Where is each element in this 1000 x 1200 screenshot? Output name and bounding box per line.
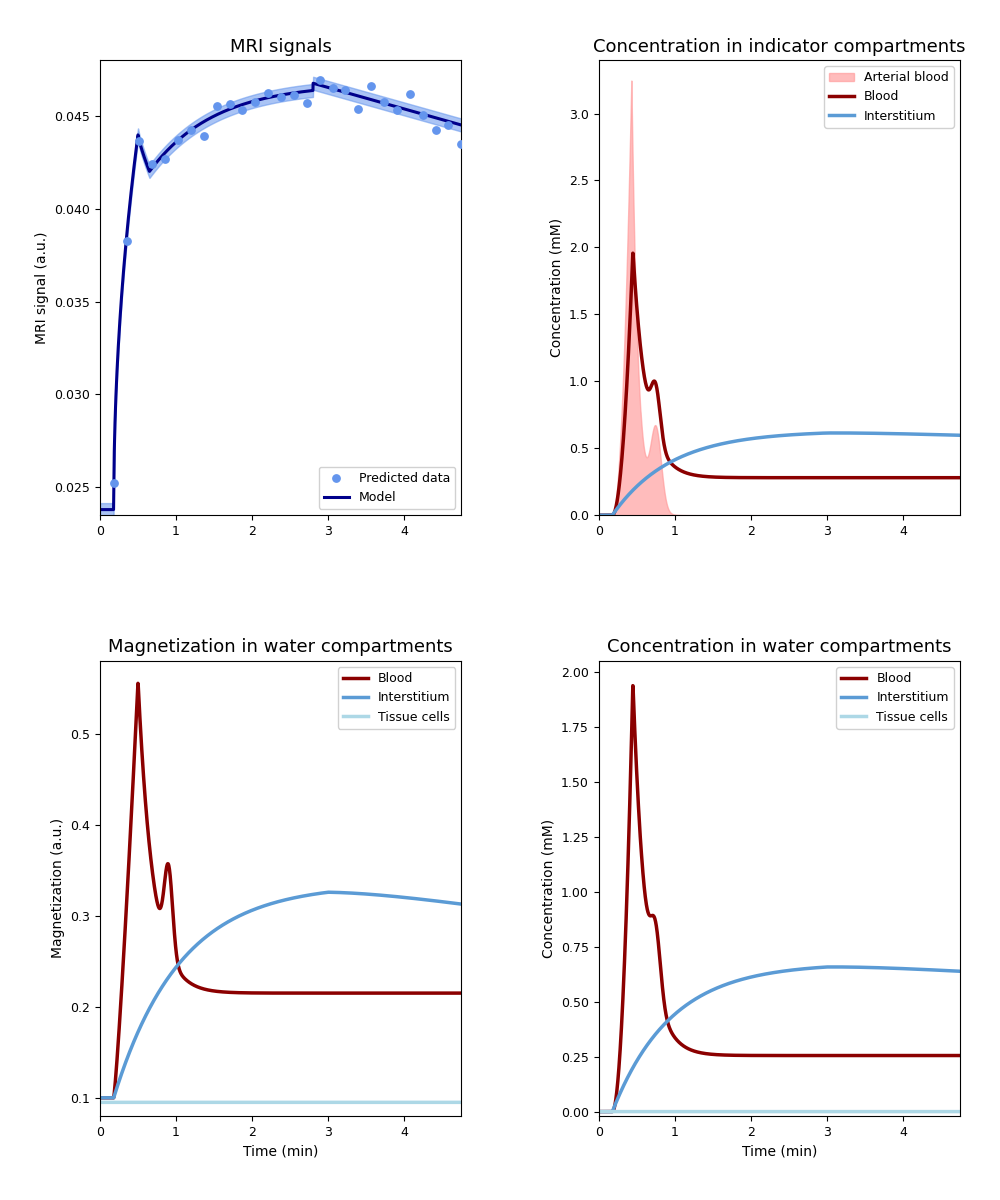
Point [325,78,341,97]
Point [312,71,328,90]
Point [337,80,353,100]
Interstitium [759,967,771,982]
Interstitium [954,964,966,978]
Interstitium [828,960,840,974]
Blood [445,986,457,1001]
Tissue cells [270,1096,282,1110]
Interstitium [260,898,272,912]
Blood [260,986,272,1001]
Blood [944,1049,956,1063]
Point [363,77,379,96]
Tissue cells [759,1104,771,1118]
X-axis label: Time (min): Time (min) [243,1145,318,1158]
Point [273,88,289,107]
Blood [455,986,467,1001]
Blood [944,1049,956,1063]
Interstitium [877,961,889,976]
Point [119,230,135,250]
Line: Interstitium: Interstitium [599,967,960,1111]
Blood [379,986,391,1001]
Legend: Blood, Interstitium, Tissue cells: Blood, Interstitium, Tissue cells [338,667,455,728]
Blood [877,1049,889,1063]
Line: Blood: Blood [599,685,960,1111]
Point [350,100,366,119]
Tissue cells [768,1104,780,1118]
Point [286,85,302,104]
Tissue cells [455,1096,467,1110]
Point [131,132,147,151]
Blood [445,986,457,1001]
Blood [593,1104,605,1118]
Blood [112,1032,124,1046]
Blood [769,1049,781,1063]
Tissue cells [943,1104,955,1118]
Interstitium [445,895,457,910]
Point [428,120,444,139]
Interstitium [944,964,956,978]
Blood [132,676,144,690]
Interstitium [768,965,780,979]
Tissue cells [944,1104,956,1118]
Blood [954,1049,966,1063]
Interstitium [455,896,467,911]
Tissue cells [954,1104,966,1118]
Interstitium [379,888,391,902]
Interstitium [593,1104,605,1118]
Point [260,84,276,103]
Point [389,101,405,120]
Y-axis label: Concentration (mM): Concentration (mM) [541,818,555,958]
Point [453,134,469,154]
Point [376,92,392,112]
Title: Concentration in water compartments: Concentration in water compartments [607,638,952,656]
Y-axis label: Concentration (mM): Concentration (mM) [549,218,563,358]
Interstitium [944,964,956,978]
Interstitium [112,1075,124,1090]
Point [222,95,238,114]
Tissue cells [445,1096,457,1110]
Interstitium [322,886,334,900]
Tissue cells [94,1096,106,1110]
Tissue cells [593,1104,605,1118]
Point [440,115,456,134]
Interstitium [94,1091,106,1105]
Point [170,131,186,150]
Point [402,84,418,103]
Point [144,155,160,174]
Legend: Arterial blood, Blood, Interstitium: Arterial blood, Blood, Interstitium [824,66,954,127]
Tissue cells [379,1096,391,1110]
Point [234,100,250,119]
Tissue cells [112,1096,124,1110]
Blood [611,1081,623,1096]
Tissue cells [611,1104,623,1118]
Tissue cells [445,1096,457,1110]
Point [157,150,173,169]
Line: Interstitium: Interstitium [100,893,461,1098]
Blood [627,678,639,692]
Interstitium [270,895,282,910]
Blood [759,1049,771,1063]
Blood [270,986,282,1001]
Point [183,120,199,139]
Point [209,97,225,116]
Tissue cells [877,1104,889,1118]
Interstitium [611,1093,623,1108]
Tissue cells [260,1096,272,1110]
Line: Blood: Blood [100,683,461,1098]
Interstitium [445,895,457,910]
Title: Magnetization in water compartments: Magnetization in water compartments [108,638,453,656]
Y-axis label: MRI signal (a.u.): MRI signal (a.u.) [35,232,49,344]
Point [247,92,263,112]
Point [196,127,212,146]
Legend: Predicted data, Model: Predicted data, Model [319,467,455,509]
Title: MRI signals: MRI signals [230,37,332,55]
Title: Concentration in indicator compartments: Concentration in indicator compartments [593,37,966,55]
Blood [94,1091,106,1105]
Point [106,474,122,493]
Point [299,94,315,113]
Legend: Blood, Interstitium, Tissue cells: Blood, Interstitium, Tissue cells [836,667,954,728]
Y-axis label: Magnetization (a.u.): Magnetization (a.u.) [51,818,65,959]
X-axis label: Time (min): Time (min) [742,1145,817,1158]
Point [415,104,431,124]
